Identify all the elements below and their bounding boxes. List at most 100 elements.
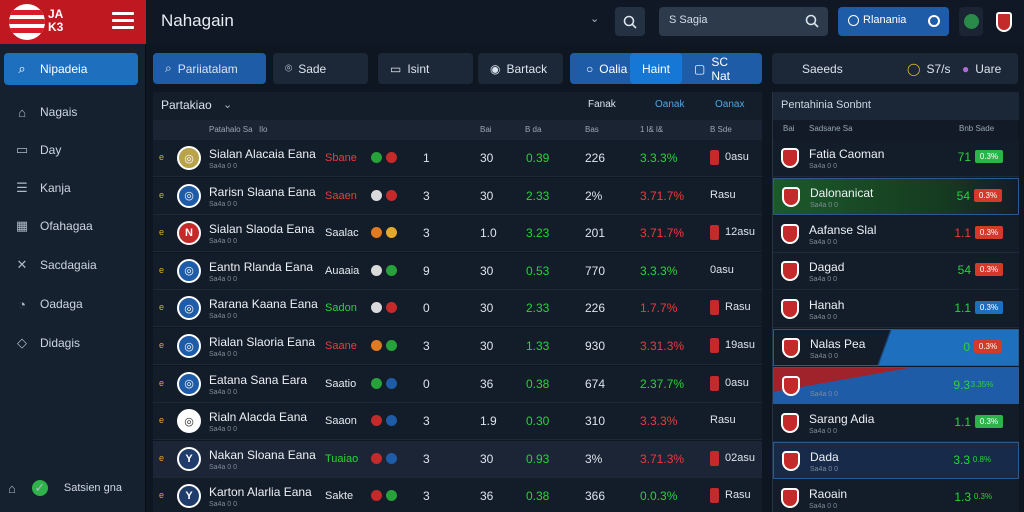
panel-row[interactable]: Aafanse Slal Sa4a 0 0 1.1 0.3% [773,215,1019,253]
team-name[interactable]: Sialan Slaoda Eana [209,222,315,237]
panel-row[interactable]: Sarang Adia Sa4a 0 0 1.1 0.3% [773,404,1019,442]
team-name[interactable]: Eantn Rlanda Eana [209,259,314,274]
form-label: Saalac [325,227,359,240]
form-ball-icon [386,377,397,389]
team-subtitle: Sa4a 0 0 [209,463,238,471]
table-row[interactable]: e ◎ Rarana Kaana Eana Sa4a 0 0 Sadon 0 30 2.33 2… [153,290,762,328]
purple-dot-icon: ● [962,61,970,76]
stat-played: 3 [423,339,430,353]
form-ball-icon [371,189,382,201]
panel-row[interactable]: Hanah Sa4a 0 0 1.1 0.3% [773,291,1019,329]
filter-link-1[interactable]: Oanak [655,99,685,110]
table-row[interactable]: e Y Karton Alarlia Eana Sa4a 0 0 Sakte 3 36 0.3… [153,478,762,512]
panel-team-name: Fatia Caoman [809,147,885,161]
search-button[interactable] [615,7,645,36]
panel-team-name: Sarang Adia [809,411,875,426]
menu-icon[interactable] [112,12,134,32]
panel-percent-badge: 0.3% [975,150,1003,163]
status-check-icon: ✓ [31,480,48,496]
filter-chip[interactable]: ◉ Bartack [478,53,563,84]
team-name[interactable]: Rialn Alacda Eana [209,410,308,425]
table-row[interactable]: e ◎ Rialn Alacda Eana Sa4a 0 0 Saaon 3 1.9 0.30… [153,403,762,441]
stat-odds: Rasu [725,301,751,314]
globe-button[interactable] [959,7,983,36]
panel-row[interactable]: Fatia Caoman Sa4a 0 0 71 0.3% [773,140,1019,177]
panel-column-header: Bai [783,124,795,133]
chevron-down-icon[interactable]: ⌄ [590,13,600,25]
segment-option[interactable]: Haint [630,53,682,84]
panel-row[interactable]: Dagad Sa4a 0 0 54 0.3% [773,253,1019,291]
standings-panel: Pentahinia Sonbnt Bai Sadsane Sa Bnb Sade … [772,92,1019,512]
table-row[interactable]: e Y Nakan Sloana Eana Sa4a 0 0 Tuaiao 3 30 0.93… [153,440,762,478]
search-input[interactable]: S Sagia [659,7,828,36]
right-filter[interactable]: Saeeds [790,53,870,84]
sidebar-item[interactable]: ⌂ Nagais [4,96,138,128]
profile-button[interactable] [992,7,1016,36]
team-name[interactable]: Eatana Sana Eara [209,372,308,387]
table-row[interactable]: e ◎ Rarisn Slaana Eana Sa4a 0 0 Saaen 3 30 2.33… [153,177,762,215]
stat-odds: 12asu [725,226,755,239]
account-label: Rlanania [863,14,907,26]
globe-icon [963,14,979,29]
team-name[interactable]: Karton Alarlia Eana [209,485,312,500]
table-row[interactable]: e N Sialan Slaoda Eana Sa4a 0 0 Saalac 3 1.0 3.… [153,215,762,253]
right-filter[interactable]: ◯ S7/s [895,53,951,84]
sidebar-item-label: Day [40,143,62,157]
filter-link-2[interactable]: Oanax [715,99,745,110]
segment-option[interactable]: ▢ SC Nat [682,53,760,84]
team-name[interactable]: Rarisn Slaana Eana [209,184,316,199]
sidebar-item[interactable]: ⌕ Nipadeia [4,53,138,85]
panel-row[interactable]: Nalas Pea Sa4a 0 0 0 0.3% [773,329,1019,366]
panel-row[interactable]: Raoain Sa4a 0 0 1.3 0.3% [773,480,1019,512]
rank-icon: e [159,340,165,350]
sort-dropdown[interactable]: Fanak [588,99,616,110]
filter-chip[interactable]: ⌕ Pariiatalam [153,53,266,84]
table-row[interactable]: e ◎ Rialan Slaoria Eana Sa4a 0 0 Saane 3 30 1.3… [153,328,762,365]
table-row[interactable]: e ◎ Eatana Sana Eara Sa4a 0 0 Saatio 0 36 0.38 6… [153,365,762,403]
stat-odds: 02asu [725,451,755,464]
team-name[interactable]: Rialan Slaoria Eana [209,335,316,349]
panel-row[interactable]: Dada Sa4a 0 0 3.3 0.8% [773,442,1019,480]
stat-odds: Rasu [725,489,751,502]
team-name[interactable]: Nakan Sloana Eana [209,447,316,462]
filter-chip-label: Bartack [506,61,548,76]
stat-percent: 3.3.3% [640,151,678,165]
panel-team-sub: Sa4a 0 0 [809,163,838,170]
panel-row[interactable]: Sa4a 0 0 9.3 3.35% [773,366,1019,404]
search-icon [805,14,819,28]
sidebar-item[interactable]: ◔ Oadaga [4,288,138,320]
rank-icon: e [159,377,165,388]
team-name[interactable]: Sialan Alacaia Eana [209,147,316,161]
panel-value: 71 [957,150,971,164]
diamond-icon: ◇ [17,335,27,350]
account-button[interactable]: Rlanania [838,7,949,36]
filter-chip[interactable]: ▭ Isint [378,53,473,84]
sidebar-item[interactable]: ✕ Sacdagaia [4,249,138,281]
segment-option[interactable]: ○ Oalia [574,53,630,84]
sidebar-item[interactable]: ▭ Day [4,134,138,166]
sidebar-item[interactable]: ◇ Didagis [4,327,138,359]
sidebar-status[interactable]: ⌂ ✓ Satsien gna [8,480,122,496]
rank-icon: e [159,415,165,426]
sidebar-item[interactable]: ▦ Ofahagaa [4,210,138,242]
flag-icon [710,450,719,466]
sidebar-item[interactable]: ☰ Kanja [4,172,138,204]
stat-points: 30 [480,339,494,353]
panel-percent-badge: 0.3% [975,414,1003,428]
page-title: Nahagain [161,11,234,30]
table-row[interactable]: e ◎ Sialan Alacaia Eana Sa4a 0 0 Sbane 1 30 0.3… [153,140,762,177]
panel-column-header: Sadsane Sa [809,124,853,133]
team-name[interactable]: Rarana Kaana Eana [209,297,318,312]
panel-row[interactable]: Dalonanicat Sa4a 0 0 54 0.3% [773,177,1019,215]
stat-goals: 3% [585,451,603,466]
filter-chip[interactable]: ⌾ Sade [273,53,368,84]
column-header: Ilo [259,125,268,134]
chevron-down-icon[interactable]: ⌄ [223,99,233,111]
form-ball-icon [371,415,382,427]
stat-goals: 674 [585,376,606,391]
stat-percent: 1.7.7% [640,301,678,316]
stat-odds: Rasu [710,188,736,201]
flag-icon [710,338,719,353]
right-filter[interactable]: ● Uare [950,53,1014,84]
table-row[interactable]: e ◎ Eantn Rlanda Eana Sa4a 0 0 Auaaia 9 30 0.53… [153,252,762,290]
